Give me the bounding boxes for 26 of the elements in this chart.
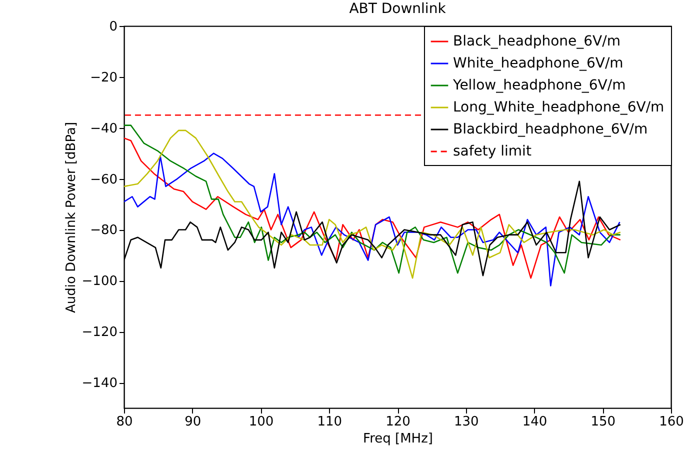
x-tick-label: 140	[522, 414, 548, 430]
x-tick-label: 150	[590, 414, 616, 430]
x-tick-label: 130	[454, 414, 479, 430]
y-tick-label: −120	[82, 325, 118, 340]
legend-label: Blackbird_headphone_6V/m	[453, 122, 648, 138]
chart-title: ABT Downlink	[349, 1, 447, 17]
x-tick-label: 80	[116, 414, 133, 430]
x-tick-label: 120	[386, 414, 410, 430]
legend-label: Black_headphone_6V/m	[453, 34, 620, 50]
y-tick-label: −80	[90, 223, 118, 238]
legend-label: Yellow_headphone_6V/m	[452, 78, 626, 94]
legend-label: safety limit	[453, 144, 532, 160]
y-tick-label: −60	[90, 172, 118, 188]
y-tick-label: 0	[109, 20, 118, 34]
x-axis-title: Freq [MHz]	[363, 432, 433, 446]
legend-label: Long_White_headphone_6V/m	[453, 100, 664, 116]
x-tick-label: 100	[248, 414, 274, 430]
y-tick-label: −100	[82, 274, 118, 290]
y-tick-label: −140	[82, 376, 118, 392]
legend-label: White_headphone_6V/m	[453, 56, 624, 72]
x-tick-label: 110	[317, 414, 342, 430]
x-tick-label: 160	[659, 414, 684, 430]
y-tick-label: −40	[90, 121, 118, 136]
y-axis-title: Audio Downlink Power [dBPa]	[64, 122, 79, 314]
x-tick-label: 90	[184, 414, 202, 430]
y-tick-label: −20	[90, 70, 118, 86]
